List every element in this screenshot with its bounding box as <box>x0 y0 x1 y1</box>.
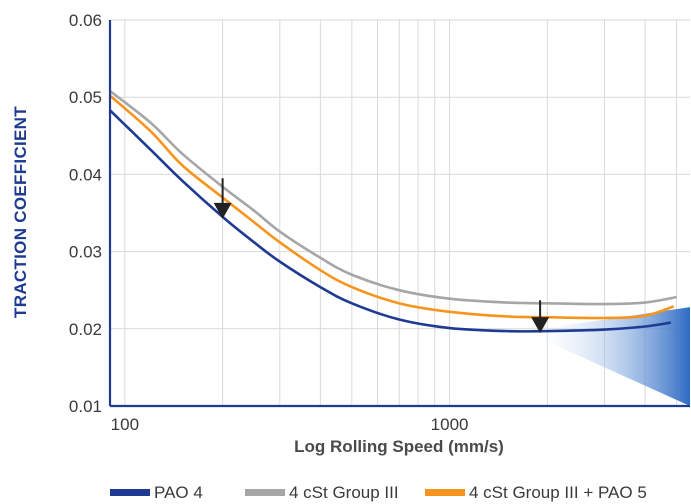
x-axis-title: Log Rolling Speed (mm/s) <box>294 437 504 456</box>
series-line-0 <box>109 109 671 333</box>
series-line-1 <box>109 89 677 306</box>
series-layer <box>109 89 677 333</box>
y-tick-label: 0.01 <box>69 397 102 416</box>
arrow-head-1 <box>531 317 550 334</box>
x-tick-label: 1000 <box>431 415 469 434</box>
shaded-wedge <box>524 307 690 406</box>
grid-lines <box>110 19 690 406</box>
legend-swatch-1 <box>245 489 285 496</box>
x-tick-labels: 100 1000 <box>111 415 469 434</box>
y-tick-label: 0.02 <box>69 320 102 339</box>
legend-swatch-2 <box>425 489 465 496</box>
legend-label-1: 4 cSt Group III <box>289 483 399 502</box>
arrow-annotations <box>213 178 550 334</box>
y-tick-label: 0.04 <box>69 165 102 184</box>
legend-label-0: PAO 4 <box>154 483 203 502</box>
legend: PAO 4 4 cSt Group III 4 cSt Group III + PA… <box>110 483 647 502</box>
y-axis-title: TRACTION COEFFICIENT <box>11 106 30 318</box>
y-tick-label: 0.03 <box>69 243 102 262</box>
arrow-head-0 <box>213 202 232 219</box>
legend-swatch-0 <box>110 489 150 496</box>
legend-label-2: 4 cSt Group III + PAO 5 <box>469 483 647 502</box>
y-tick-labels: 0.01 0.02 0.03 0.04 0.05 0.06 <box>69 11 102 416</box>
axes <box>108 20 690 408</box>
shaded-wedge-layer <box>524 307 690 406</box>
y-tick-label: 0.06 <box>69 11 102 30</box>
x-tick-label: 100 <box>111 415 139 434</box>
series-line-2 <box>109 94 675 320</box>
y-tick-label: 0.05 <box>69 88 102 107</box>
